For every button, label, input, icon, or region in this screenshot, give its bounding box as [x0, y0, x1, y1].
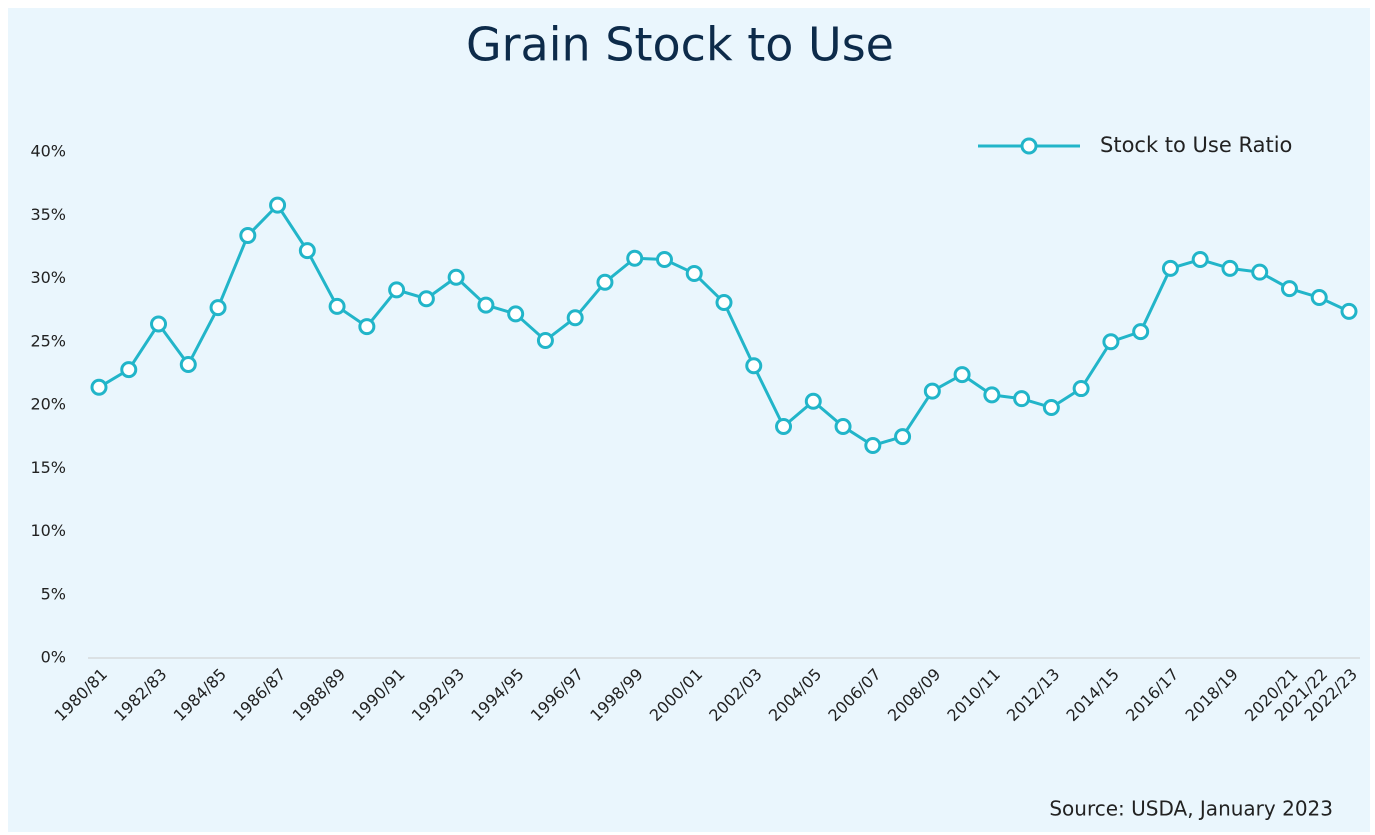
y-tick-label: 35%: [30, 205, 66, 224]
point: [179, 356, 197, 374]
y-tick-label: 20%: [30, 395, 66, 414]
point: [239, 226, 257, 244]
point: [923, 382, 941, 400]
point: [596, 273, 614, 291]
point: [1221, 259, 1239, 277]
point: [1340, 302, 1358, 320]
point: [834, 418, 852, 436]
point: [1072, 380, 1090, 398]
source: Source: USDA, January 2023: [1049, 797, 1333, 821]
y-tick-label: 25%: [30, 331, 66, 350]
point: [894, 428, 912, 446]
point: [507, 305, 525, 323]
point: [209, 299, 227, 317]
point: [1042, 399, 1060, 417]
point: [150, 315, 168, 333]
point: [566, 309, 584, 327]
point: [804, 392, 822, 410]
point: [1102, 333, 1120, 351]
chart-title: Grain Stock to Use: [466, 18, 894, 72]
point: [953, 366, 971, 384]
point: [685, 264, 703, 282]
y-tick-label: 40%: [30, 142, 66, 161]
y-tick-label: 30%: [30, 268, 66, 287]
point: [388, 281, 406, 299]
point: [1251, 263, 1269, 281]
background: [8, 8, 1370, 832]
point: [1013, 390, 1031, 408]
point: [120, 361, 138, 379]
y-tick-label: 15%: [30, 458, 66, 477]
point: [1132, 323, 1150, 341]
y-tick-label: 10%: [30, 521, 66, 540]
point: [1280, 280, 1298, 298]
y-tick-label: 0%: [41, 648, 66, 667]
point: [536, 331, 554, 349]
point: [328, 297, 346, 315]
point: [655, 251, 673, 269]
point: [745, 357, 763, 375]
point: [983, 386, 1001, 404]
point: [1191, 251, 1209, 269]
legend-label: Stock to Use Ratio: [1100, 133, 1292, 157]
point: [298, 242, 316, 260]
point: [864, 436, 882, 454]
point: [1310, 288, 1328, 306]
point: [90, 378, 108, 396]
legend-marker: [1020, 137, 1038, 155]
point: [715, 294, 733, 312]
point: [626, 249, 644, 267]
point: [447, 268, 465, 286]
point: [1161, 259, 1179, 277]
point: [417, 290, 435, 308]
point: [775, 418, 793, 436]
y-tick-label: 5%: [41, 584, 66, 603]
point: [358, 318, 376, 336]
point: [269, 196, 287, 214]
point: [477, 296, 495, 314]
